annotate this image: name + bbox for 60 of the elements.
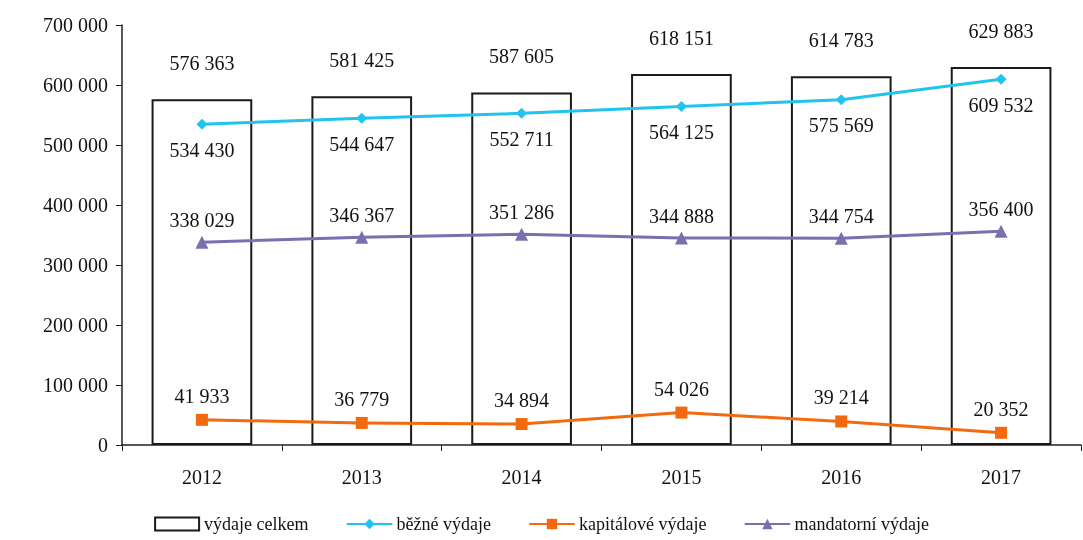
data-label: 614 783: [808, 29, 874, 52]
data-label: 587 605: [489, 45, 555, 68]
y-tick-label: 200 000: [43, 314, 108, 336]
point: [834, 231, 848, 245]
point: [196, 118, 208, 130]
x-tick-label: 2013: [341, 466, 382, 488]
data-label: 576 363: [169, 52, 235, 75]
data-label: 346 367: [329, 203, 395, 226]
legend-label: kapitálové výdaje: [579, 514, 707, 534]
y-tick-label: 300 000: [43, 254, 108, 276]
data-label: 534 430: [169, 138, 235, 161]
data-label: 581 425: [329, 49, 395, 72]
point: [516, 107, 528, 119]
data-label: 344 888: [648, 204, 714, 227]
x-tick-label: 2014: [501, 466, 542, 488]
data-label: 39 214: [813, 386, 869, 409]
point: [355, 230, 369, 244]
data-label: 338 029: [169, 208, 235, 231]
data-label: 629 883: [968, 20, 1034, 43]
point: [995, 73, 1007, 85]
x-tick-label: 2016: [821, 466, 862, 488]
data-label: 54 026: [653, 377, 709, 400]
data-label: 609 532: [968, 93, 1034, 116]
point: [835, 415, 848, 428]
point: [675, 101, 687, 113]
point: [515, 418, 528, 431]
legend-label: výdaje celkem: [204, 514, 309, 534]
data-label: 544 647: [329, 132, 395, 155]
point: [995, 426, 1008, 439]
data-label: 351 286: [489, 200, 555, 223]
point: [355, 416, 368, 429]
y-tick-label: 500 000: [43, 134, 108, 156]
y-tick-label: 0: [98, 434, 108, 456]
y-tick-label: 400 000: [43, 194, 108, 216]
point: [356, 112, 368, 124]
point: [195, 235, 209, 249]
x-tick-label: 2017: [981, 466, 1022, 488]
point: [835, 94, 847, 106]
legend-label: mandatorní výdaje: [794, 514, 929, 534]
data-label: 344 754: [808, 204, 874, 227]
point: [674, 231, 688, 245]
data-label: 575 569: [808, 114, 874, 137]
data-label: 564 125: [648, 121, 714, 144]
point: [195, 413, 208, 426]
point: [675, 406, 688, 419]
y-tick-label: 700 000: [43, 14, 108, 36]
y-tick-label: 100 000: [43, 374, 108, 396]
data-label: 552 711: [489, 127, 554, 150]
data-label: 36 779: [334, 387, 390, 410]
x-tick-label: 2012: [181, 466, 222, 488]
data-label: 356 400: [968, 197, 1034, 220]
data-label: 20 352: [973, 397, 1029, 420]
data-label: 618 151: [648, 27, 714, 50]
point: [994, 224, 1008, 238]
data-label: 41 933: [174, 384, 230, 407]
legend-label: běžné výdaje: [396, 514, 492, 534]
y-tick-label: 600 000: [43, 74, 108, 96]
point: [515, 227, 529, 241]
x-tick-label: 2015: [661, 466, 702, 488]
data-label: 34 894: [494, 389, 550, 412]
